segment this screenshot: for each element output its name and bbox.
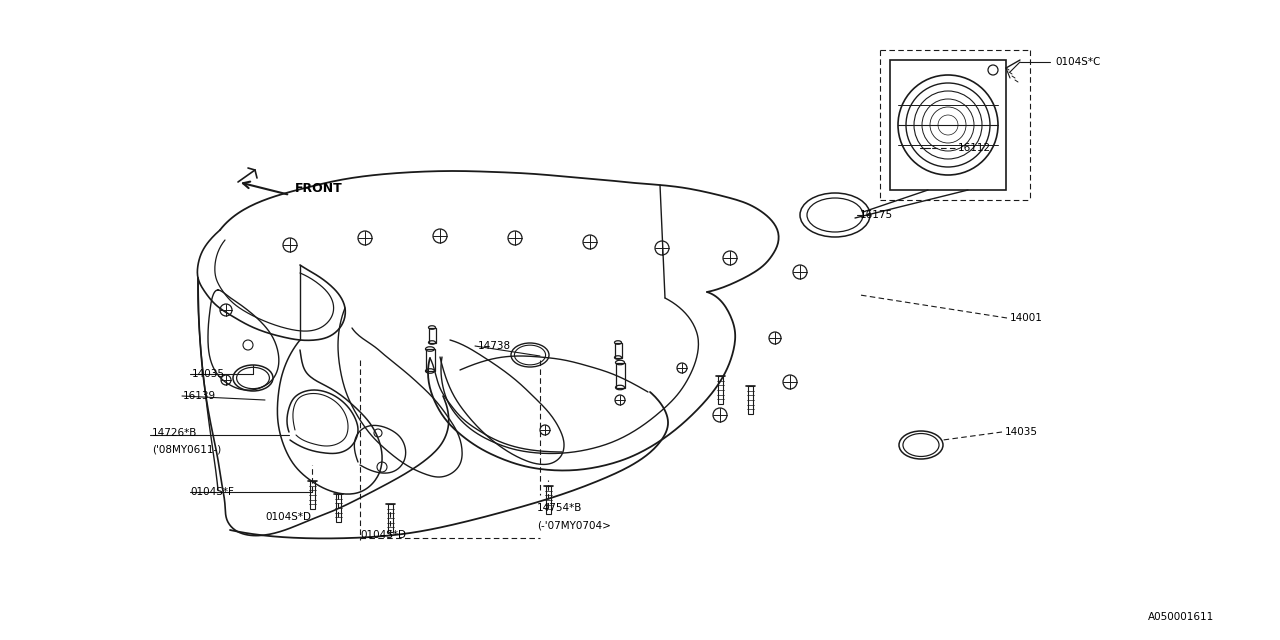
Bar — [614, 342, 622, 358]
Text: 14754*B: 14754*B — [538, 503, 582, 513]
Text: 0104S*D: 0104S*D — [265, 512, 311, 522]
Text: 16139: 16139 — [183, 391, 216, 401]
Text: 0104S*F: 0104S*F — [189, 487, 234, 497]
Bar — [429, 328, 435, 342]
Text: (-'07MY0704>: (-'07MY0704> — [538, 520, 611, 530]
Text: 14035: 14035 — [192, 369, 225, 379]
Text: 16112: 16112 — [957, 143, 991, 153]
Bar — [425, 349, 434, 371]
Bar — [545, 486, 550, 514]
Bar — [718, 376, 722, 404]
Bar — [335, 494, 340, 522]
Text: ('08MY0611-): ('08MY0611-) — [152, 445, 221, 455]
Bar — [616, 362, 625, 387]
Bar — [748, 386, 753, 414]
Bar — [388, 504, 393, 532]
Bar — [890, 60, 1006, 190]
Text: FRONT: FRONT — [294, 182, 343, 195]
Text: 14726*B: 14726*B — [152, 428, 197, 438]
Text: 14035: 14035 — [1005, 427, 1038, 437]
Text: 16175: 16175 — [860, 210, 893, 220]
Text: A050001611: A050001611 — [1148, 612, 1215, 622]
Text: 0104S*C: 0104S*C — [1055, 57, 1101, 67]
Text: 0104S*D: 0104S*D — [360, 530, 406, 540]
Bar — [310, 481, 315, 509]
Text: 14001: 14001 — [1010, 313, 1043, 323]
Text: 14738: 14738 — [477, 341, 511, 351]
